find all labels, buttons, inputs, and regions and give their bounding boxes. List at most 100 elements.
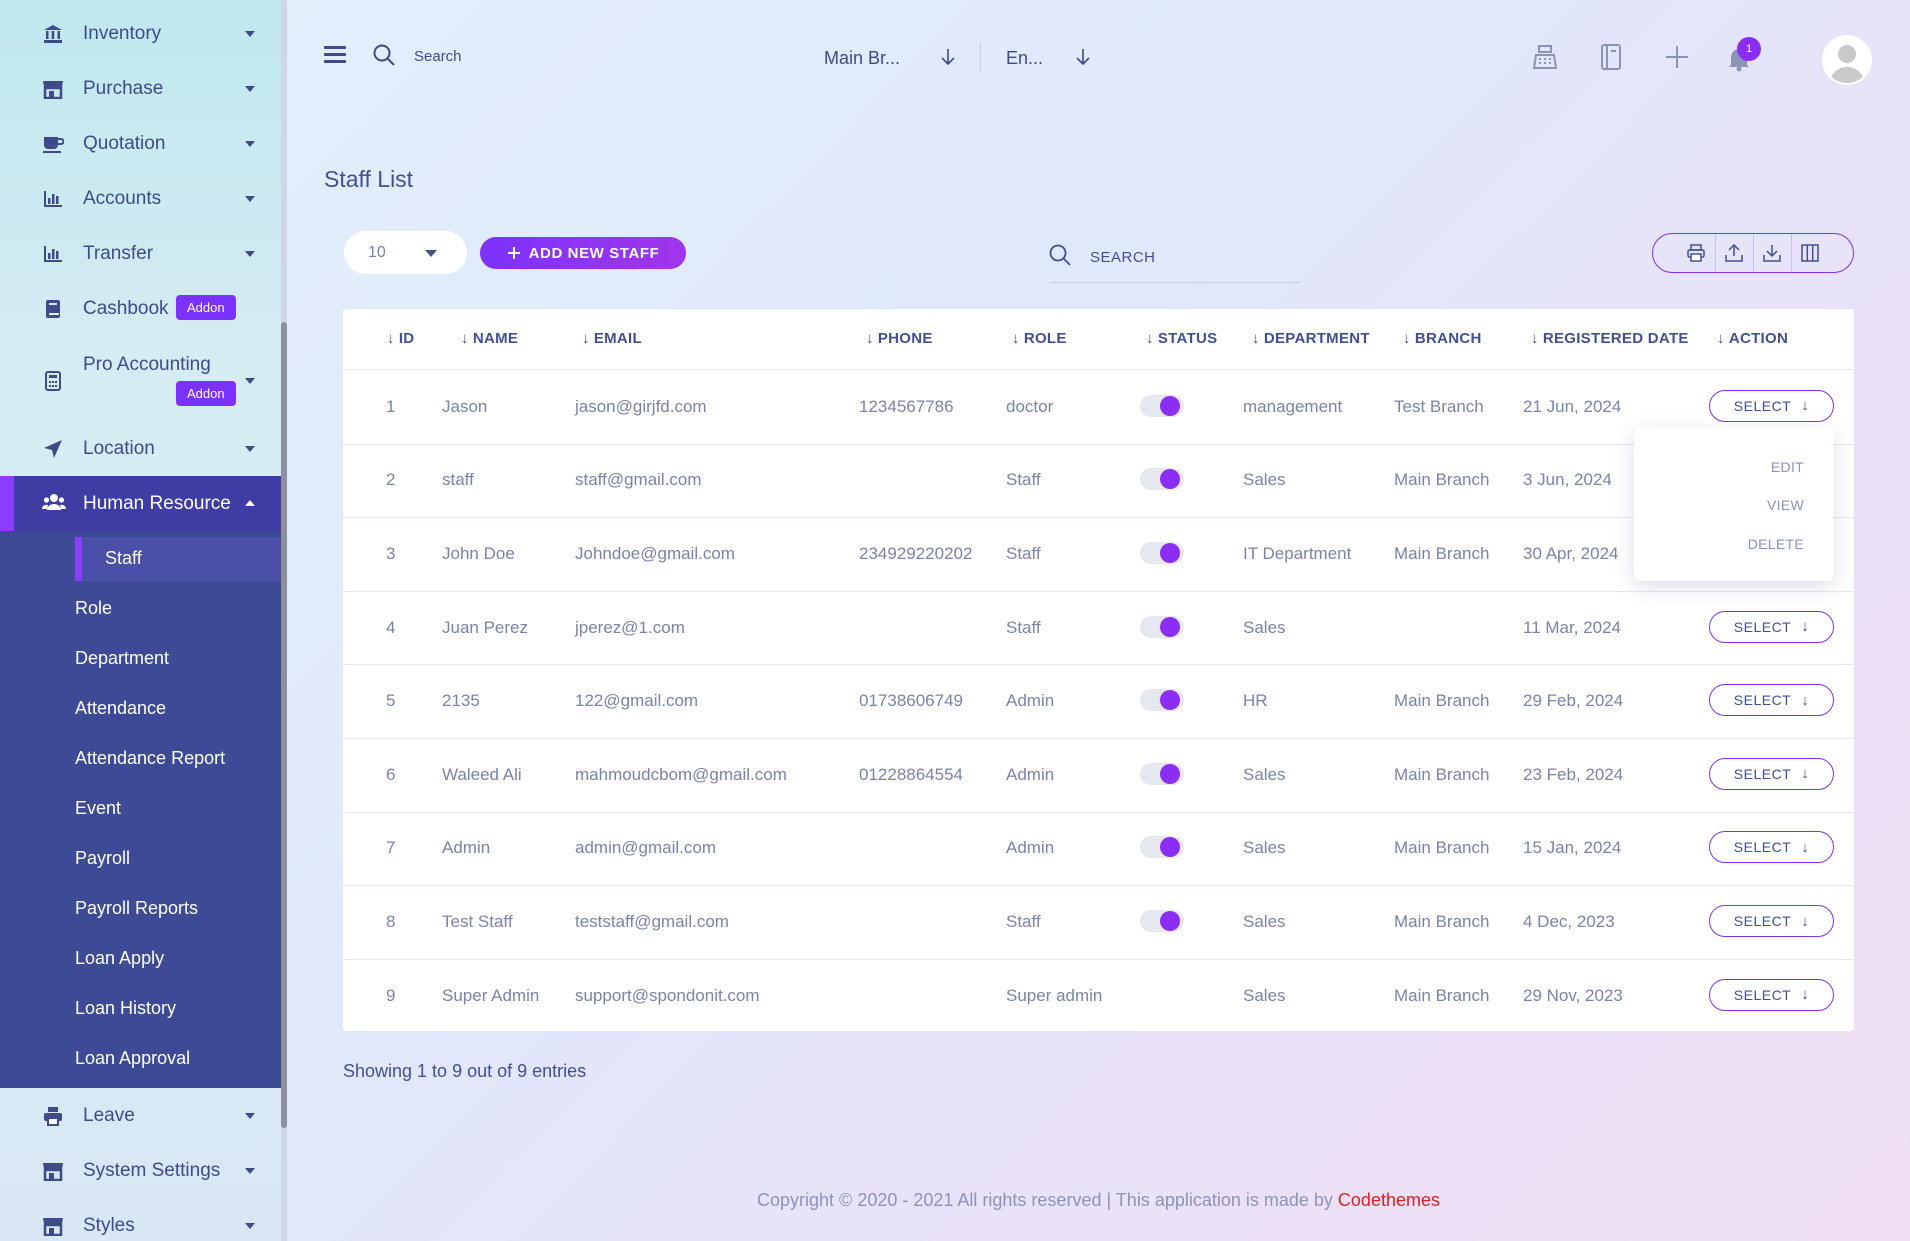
language-select[interactable]: En... xyxy=(1006,48,1044,68)
status-toggle[interactable] xyxy=(1140,762,1184,785)
table-tools xyxy=(1652,233,1854,273)
sidebar-scrollbar-thumb[interactable] xyxy=(281,322,287,1128)
sidebar-item-label: Purchase xyxy=(83,77,164,99)
dropdown-edit[interactable]: EDIT xyxy=(1770,459,1804,475)
cell-email: staff@gmail.com xyxy=(575,470,702,490)
header-divider xyxy=(343,369,1854,370)
columns-button[interactable] xyxy=(1791,234,1829,272)
column-header-name[interactable]: ↓ NAME xyxy=(461,330,519,347)
status-toggle[interactable] xyxy=(1140,836,1184,859)
select-action-button[interactable]: SELECT ↓ xyxy=(1709,757,1834,790)
column-header-status[interactable]: ↓ STATUS xyxy=(1146,330,1218,347)
cell-department: Sales xyxy=(1243,470,1286,490)
cell-branch: Main Branch xyxy=(1394,838,1490,858)
status-toggle[interactable] xyxy=(1140,689,1184,712)
sort-arrow-icon: ↓ xyxy=(1146,330,1154,347)
sidebar-sub-event[interactable]: Event xyxy=(75,798,122,818)
search-icon[interactable] xyxy=(372,43,396,67)
hamburger-menu-icon[interactable] xyxy=(324,46,346,64)
column-header-registered-date[interactable]: ↓ REGISTERED DATE xyxy=(1531,330,1689,347)
footer-text: Copyright © 2020 - 2021 All rights reser… xyxy=(757,1190,1338,1210)
status-toggle[interactable] xyxy=(1140,468,1184,491)
dropdown-view[interactable]: VIEW xyxy=(1767,497,1804,513)
sidebar-item-styles[interactable]: Styles xyxy=(0,1198,281,1241)
sidebar-sub-payroll-reports[interactable]: Payroll Reports xyxy=(75,898,199,918)
sidebar-sub-department[interactable]: Department xyxy=(75,648,170,668)
sidebar-sub-loan-history[interactable]: Loan History xyxy=(75,998,177,1018)
column-header-action[interactable]: ↓ ACTION xyxy=(1717,330,1789,347)
sidebar-item-purchase[interactable]: Purchase xyxy=(0,61,281,116)
cell-date: 15 Jan, 2024 xyxy=(1523,838,1622,858)
status-toggle[interactable] xyxy=(1140,542,1184,564)
avatar[interactable] xyxy=(1822,35,1872,85)
sidebar-item-accounts[interactable]: Accounts xyxy=(0,171,281,226)
sidebar-sub-payroll[interactable]: Payroll xyxy=(75,848,131,868)
sidebar-item-system-settings[interactable]: System Settings xyxy=(0,1143,281,1198)
caret-down-icon xyxy=(245,1112,255,1119)
sidebar-sub-loan-approval[interactable]: Loan Approval xyxy=(75,1048,191,1068)
cell-role: doctor xyxy=(1006,396,1054,416)
column-header-email[interactable]: ↓ EMAIL xyxy=(582,330,642,347)
notebook-icon[interactable] xyxy=(1599,43,1623,71)
column-header-role[interactable]: ↓ ROLE xyxy=(1012,330,1067,347)
arrow-down-icon: ↓ xyxy=(1801,986,1810,1004)
footer-brand-link[interactable]: Codethemes xyxy=(1337,1190,1440,1210)
column-header-id[interactable]: ↓ ID xyxy=(387,330,415,347)
sidebar-item-leave[interactable]: Leave xyxy=(0,1088,281,1143)
status-toggle[interactable] xyxy=(1140,910,1184,932)
select-action-button[interactable]: SELECT ↓ xyxy=(1709,684,1834,717)
sidebar-sub-staff[interactable]: Staff xyxy=(105,548,142,568)
status-toggle[interactable] xyxy=(1140,394,1184,417)
add-new-staff-button[interactable]: ADD NEW STAFF xyxy=(480,237,686,269)
sidebar-item-label: Pro Accounting xyxy=(83,354,211,375)
sidebar-item-quotation[interactable]: Quotation xyxy=(0,116,281,171)
cell-name: Admin xyxy=(442,838,491,858)
cell-role: Staff xyxy=(1006,617,1041,637)
column-header-branch[interactable]: ↓ BRANCH xyxy=(1403,330,1482,347)
sidebar-item-location[interactable]: Location xyxy=(0,421,281,476)
cell-role: Admin xyxy=(1006,764,1055,784)
sidebar-item-cashbook[interactable]: Cashbook Addon xyxy=(0,281,281,336)
sidebar-sub-role[interactable]: Role xyxy=(75,598,113,618)
cell-email: support@spondonit.com xyxy=(575,985,760,1005)
sidebar-item-human-resource[interactable]: Human Resource xyxy=(0,476,281,531)
cell-date: 21 Jun, 2024 xyxy=(1523,396,1622,416)
select-action-button[interactable]: SELECT ↓ xyxy=(1709,978,1834,1011)
caret-down-icon xyxy=(245,195,255,202)
arrow-down-icon[interactable] xyxy=(940,48,956,66)
select-action-button[interactable]: SELECT ↓ xyxy=(1709,831,1834,864)
addon-badge: Addon xyxy=(176,295,236,320)
tool-divider xyxy=(1791,234,1792,272)
column-header-phone[interactable]: ↓ PHONE xyxy=(866,330,933,347)
dropdown-delete[interactable]: DELETE xyxy=(1747,536,1804,552)
download-icon xyxy=(1762,243,1782,263)
download-button[interactable] xyxy=(1753,234,1791,272)
sidebar-sub-loan-apply[interactable]: Loan Apply xyxy=(75,948,165,968)
select-action-button[interactable]: SELECT ↓ xyxy=(1709,905,1834,937)
arrow-down-icon: ↓ xyxy=(1801,912,1810,930)
branch-select[interactable]: Main Br... xyxy=(824,48,901,68)
sidebar-item-pro-accounting[interactable]: Pro Accounting Addon xyxy=(0,336,281,426)
sidebar-sub-attendance-report[interactable]: Attendance Report xyxy=(75,748,226,768)
sidebar-item-inventory[interactable]: Inventory xyxy=(0,6,281,61)
table-search-input[interactable]: SEARCH xyxy=(1090,249,1156,266)
caret-down-icon xyxy=(245,1222,255,1229)
plus-icon[interactable] xyxy=(1664,44,1690,70)
bar-chart-icon xyxy=(42,243,64,265)
per-page-select[interactable]: 10 xyxy=(344,231,467,274)
status-toggle[interactable] xyxy=(1140,615,1184,638)
cash-register-icon[interactable] xyxy=(1532,44,1558,70)
export-button[interactable] xyxy=(1715,234,1753,272)
select-action-button[interactable]: SELECT ↓ xyxy=(1709,389,1834,422)
header-search-input[interactable]: Search xyxy=(414,48,462,65)
select-action-button[interactable]: SELECT ↓ xyxy=(1709,610,1834,643)
cell-branch: Main Branch xyxy=(1394,470,1490,490)
cell-date: 4 Dec, 2023 xyxy=(1523,912,1615,931)
column-header-department[interactable]: ↓ DEPARTMENT xyxy=(1252,330,1370,347)
sidebar-sub-attendance[interactable]: Attendance xyxy=(75,698,167,718)
cell-phone: 01228864554 xyxy=(859,764,964,784)
arrow-down-icon[interactable] xyxy=(1075,48,1091,66)
add-new-staff-label: ADD NEW STAFF xyxy=(528,244,660,262)
sidebar-item-transfer[interactable]: Transfer xyxy=(0,226,281,281)
print-button[interactable] xyxy=(1677,234,1715,272)
